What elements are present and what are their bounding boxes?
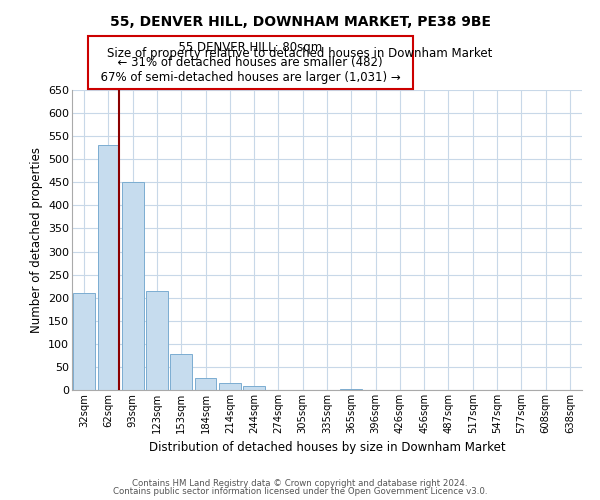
Text: 55, DENVER HILL, DOWNHAM MARKET, PE38 9BE: 55, DENVER HILL, DOWNHAM MARKET, PE38 9B… [110, 15, 491, 29]
Bar [340, 389, 362, 390]
X-axis label: Distribution of detached houses by size in Downham Market: Distribution of detached houses by size … [149, 442, 505, 454]
Bar [97, 146, 119, 390]
Text: Size of property relative to detached houses in Downham Market: Size of property relative to detached ho… [107, 48, 493, 60]
Text: Contains HM Land Registry data © Crown copyright and database right 2024.: Contains HM Land Registry data © Crown c… [132, 478, 468, 488]
Bar [243, 386, 265, 390]
Bar [73, 293, 95, 390]
Bar [146, 291, 168, 390]
Bar [219, 383, 241, 390]
Y-axis label: Number of detached properties: Number of detached properties [29, 147, 43, 333]
Text: Contains public sector information licensed under the Open Government Licence v3: Contains public sector information licen… [113, 487, 487, 496]
Bar [122, 182, 143, 390]
Bar [194, 378, 217, 390]
Bar [170, 354, 192, 390]
Text: 55 DENVER HILL: 80sqm  
  ← 31% of detached houses are smaller (482)  
  67% of : 55 DENVER HILL: 80sqm ← 31% of detached … [93, 41, 408, 84]
